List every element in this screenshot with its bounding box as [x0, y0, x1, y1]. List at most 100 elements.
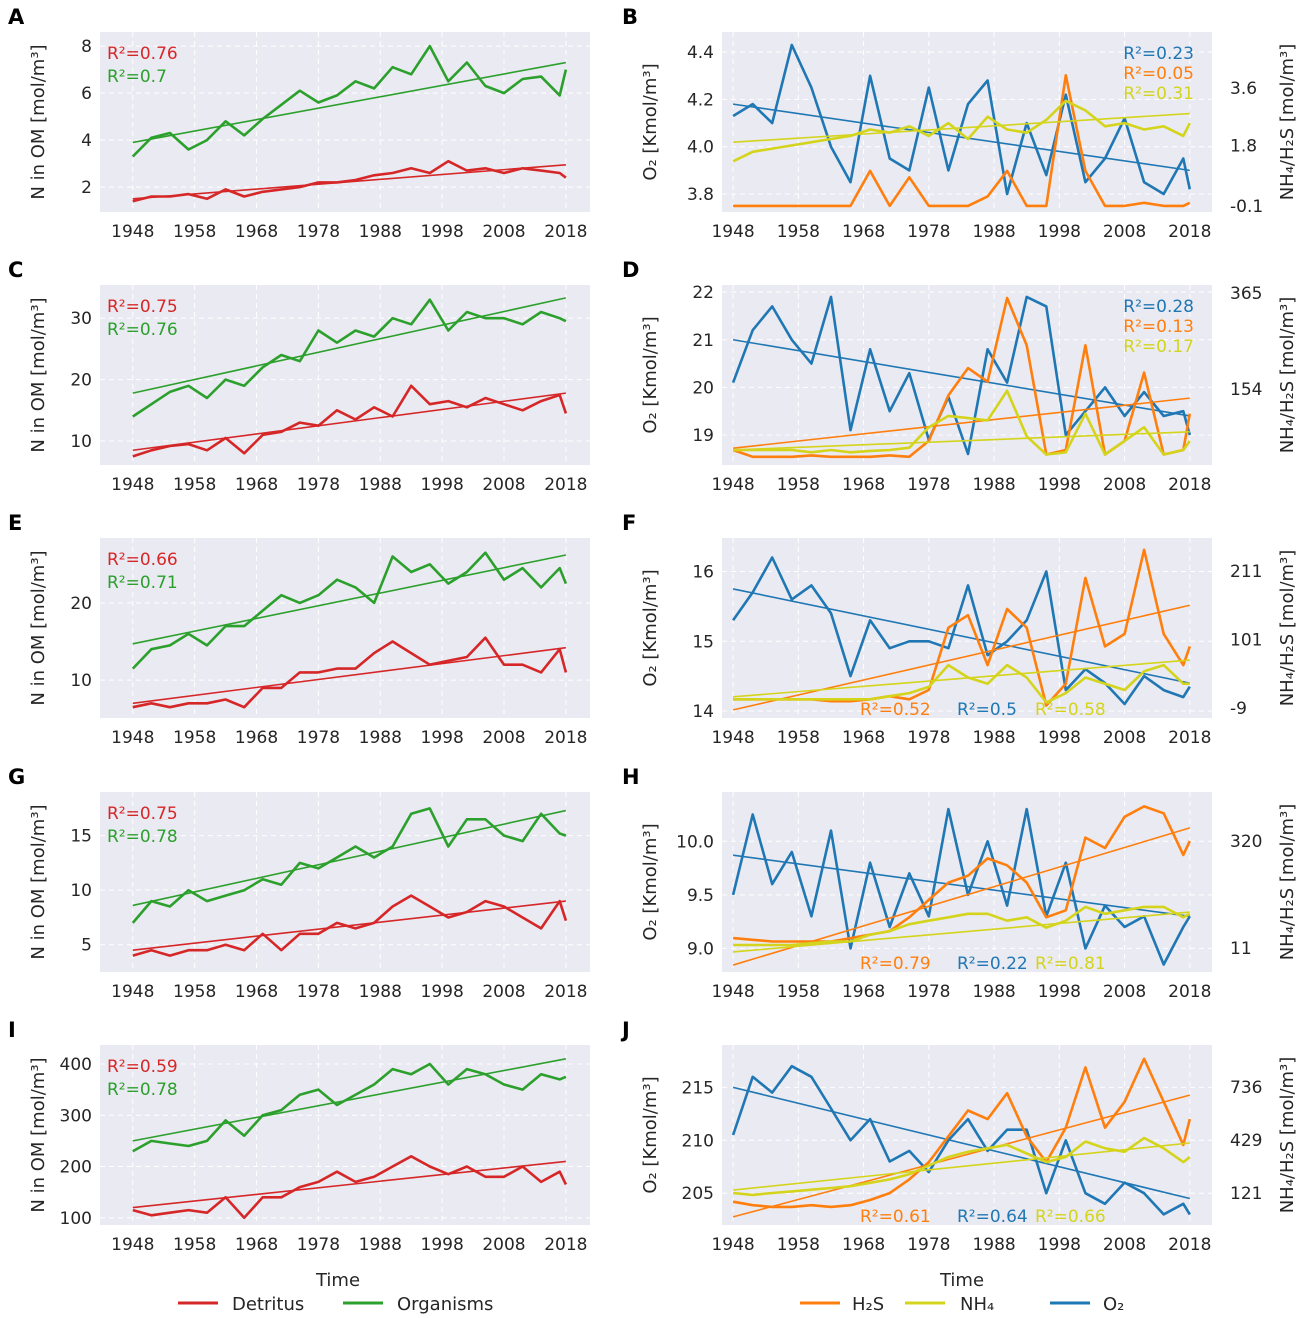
x-tick-label: 2018 — [544, 982, 587, 1002]
series-line-h2s — [732, 805, 1191, 943]
y-tick-label: 3.8 — [687, 185, 714, 205]
y-tick-label: 215 — [682, 1078, 714, 1098]
y-tick-label: 4 — [81, 131, 92, 151]
y-tick-label: 400 — [60, 1055, 92, 1075]
r2-label-o2: R²=0.23 — [1123, 44, 1194, 64]
legend-label-organisms: Organisms — [397, 1294, 493, 1314]
r2-label-h2s: R²=0.13 — [1123, 317, 1194, 337]
x-tick-label: 1948 — [711, 728, 754, 748]
r2-label-organisms: R²=0.71 — [107, 573, 178, 593]
r2-label-nh4: R²=0.81 — [1035, 954, 1106, 974]
trend-line-organisms — [132, 1058, 567, 1142]
plot-area — [100, 538, 590, 718]
trend-line-detritus — [132, 646, 566, 705]
x-tick-label: 1998 — [421, 728, 464, 748]
r2-label-organisms: R²=0.76 — [107, 320, 178, 340]
x-tick-label: 1988 — [359, 1235, 402, 1255]
y-tick-label: 100 — [60, 1209, 92, 1229]
x-tick-label: 1968 — [235, 222, 278, 242]
y-axis-label: O₂ [Kmol/m³] — [640, 569, 661, 686]
y2-tick-label: 3.6 — [1230, 79, 1257, 99]
x-tick-label: 1958 — [173, 222, 216, 242]
y-tick-label: 19 — [692, 426, 714, 446]
y-tick-label: 20 — [70, 594, 92, 614]
panel-letter: A — [8, 5, 25, 29]
series-line-h2s — [733, 74, 1191, 208]
panel-E: E 1948 1958 1968 1978 1988 1998 2008 2018 10 20 N i… — [8, 511, 590, 748]
x-tick-label: 1998 — [1038, 1235, 1081, 1255]
x-tick-label: 2008 — [482, 475, 525, 495]
legend-right: H₂S NH₄ O₂ — [800, 1294, 1124, 1315]
y-tick-label: 30 — [70, 309, 92, 329]
panel-letter: I — [8, 1018, 16, 1042]
legend-label-detritus: Detritus — [232, 1294, 304, 1314]
y-axis-label: N in OM [mol/m³] — [28, 1057, 49, 1212]
x-tick-label: 1988 — [359, 728, 402, 748]
plot-area — [722, 32, 1212, 212]
y-tick-label: 8 — [81, 37, 92, 57]
y-tick-label: 200 — [60, 1158, 92, 1178]
panel-letter: C — [8, 258, 23, 282]
x-tick-label: 1958 — [173, 1235, 216, 1255]
trend-line-detritus — [132, 1160, 566, 1209]
trend-line-organisms — [132, 61, 567, 144]
x-axis-label-right: Time — [939, 1270, 984, 1291]
y-axis-label: O₂ [Kmol/m³] — [640, 823, 661, 940]
x-tick-label: 1958 — [173, 475, 216, 495]
trend-line-nh4 — [733, 911, 1190, 953]
x-tick-label: 2008 — [482, 1235, 525, 1255]
y2-tick-label: 320 — [1230, 832, 1262, 852]
x-tick-label: 1968 — [842, 222, 885, 242]
trend-line-nh4 — [733, 112, 1190, 144]
y2-axis-label: NH₄/H₂S [mol/m³] — [1277, 297, 1298, 454]
y-axis-label: N in OM [mol/m³] — [28, 44, 49, 199]
y2-tick-label: 365 — [1230, 284, 1262, 304]
series-line-detritus — [132, 384, 568, 458]
trend-line-o2 — [732, 588, 1190, 684]
x-tick-label: 2018 — [544, 1235, 587, 1255]
x-tick-label: 1998 — [1038, 475, 1081, 495]
series-line-o2 — [732, 556, 1191, 706]
panel-H: H 1948 1958 1968 1978 1988 1998 2008 2018 9.0 9.5 1… — [622, 765, 1298, 1002]
panel-B: B 1948 1958 1968 1978 1988 1998 2008 2018 3.8 4.0 4… — [622, 5, 1298, 242]
x-tick-label: 1948 — [711, 475, 754, 495]
x-tick-label: 1978 — [907, 475, 950, 495]
r2-label-organisms: R²=0.7 — [107, 67, 167, 87]
y-tick-label: 4.4 — [687, 43, 714, 63]
y-tick-label: 21 — [692, 331, 714, 351]
y-axis-label: O₂ [Kmol/m³] — [640, 316, 661, 433]
x-tick-label: 1998 — [1038, 982, 1081, 1002]
x-tick-label: 1978 — [297, 1235, 340, 1255]
x-tick-label: 1988 — [359, 475, 402, 495]
series-line-organisms — [132, 1062, 567, 1153]
x-tick-label: 1978 — [297, 728, 340, 748]
x-tick-label: 2018 — [1168, 1235, 1211, 1255]
legend-left: Detritus Organisms — [178, 1294, 493, 1315]
x-tick-label: 1958 — [777, 475, 820, 495]
series-line-detritus — [132, 636, 568, 709]
plot-area — [100, 285, 590, 465]
series-line-nh4 — [733, 905, 1191, 947]
x-tick-label: 1968 — [235, 475, 278, 495]
x-tick-label: 1998 — [421, 222, 464, 242]
x-tick-label: 1958 — [173, 982, 216, 1002]
x-tick-label: 2008 — [1103, 475, 1146, 495]
x-tick-label: 1978 — [907, 1235, 950, 1255]
y-tick-label: 9.0 — [687, 939, 714, 959]
x-tick-label: 1978 — [297, 222, 340, 242]
x-tick-label: 1948 — [111, 1235, 154, 1255]
y2-axis-label: NH₄/H₂S [mol/m³] — [1277, 804, 1298, 961]
x-tick-label: 1978 — [907, 982, 950, 1002]
x-tick-label: 1998 — [421, 1235, 464, 1255]
x-tick-label: 1948 — [111, 222, 154, 242]
y2-tick-label: -9 — [1230, 699, 1247, 719]
y2-tick-label: 154 — [1230, 380, 1262, 400]
series-line-o2 — [731, 1064, 1191, 1216]
x-tick-label: 1978 — [297, 475, 340, 495]
panel-letter: F — [622, 511, 636, 535]
x-tick-label: 1958 — [173, 728, 216, 748]
x-tick-label: 2008 — [1103, 982, 1146, 1002]
series-line-nh4 — [733, 663, 1190, 704]
series-line-detritus — [132, 159, 567, 203]
